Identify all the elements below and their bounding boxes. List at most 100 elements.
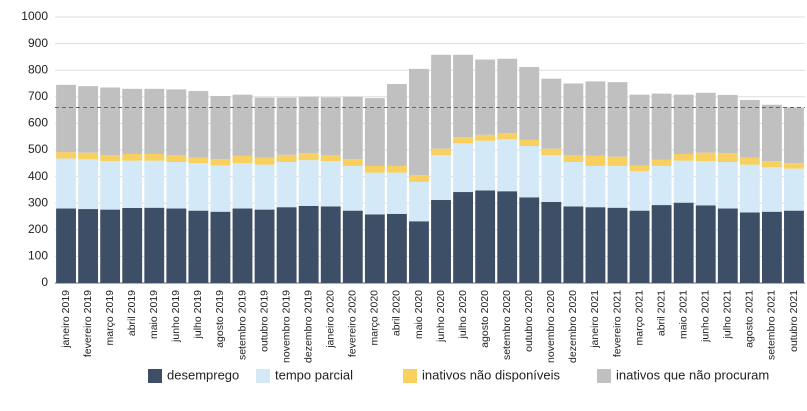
bar-segment: [453, 192, 474, 283]
x-tick-label: fevereiro 2019: [82, 290, 94, 357]
bar-segment: [56, 208, 76, 283]
bar-segment: [144, 153, 165, 161]
x-tick-label: dezembro 2020: [567, 290, 579, 363]
x-tick-label: fevereiro 2020: [347, 290, 359, 357]
bar-segment: [166, 208, 187, 283]
bar-segment: [78, 86, 99, 153]
x-tick-label: setembro 2021: [766, 290, 778, 360]
bar-segment: [497, 139, 518, 192]
bar-segment: [122, 88, 143, 154]
bar-segment: [144, 207, 165, 283]
bar-segment: [739, 99, 760, 158]
y-tick-label: 0: [41, 275, 48, 289]
bar-segment: [717, 161, 738, 209]
bar-segment: [651, 165, 672, 206]
bar-segment: [453, 54, 474, 138]
bar-segment: [651, 159, 672, 166]
bar-segment: [519, 67, 540, 140]
bar-segment: [100, 87, 121, 156]
x-tick-label: agosto 2021: [744, 290, 756, 348]
x-tick-label: janeiro 2020: [325, 290, 337, 349]
bar-segment: [607, 207, 628, 283]
bar-segment: [364, 98, 385, 166]
legend-swatch: [256, 369, 270, 383]
x-tick-label: fevereiro 2021: [611, 290, 623, 357]
bar-segment: [342, 159, 363, 166]
bar-segment: [585, 165, 606, 208]
bar-segment: [276, 161, 297, 208]
bar-segment: [585, 155, 606, 166]
bar-segment: [320, 155, 341, 162]
legend-swatch: [148, 369, 162, 383]
bar-segment: [519, 197, 540, 283]
bar-segment: [276, 207, 297, 283]
bar-segment: [739, 157, 760, 165]
y-tick-label: 100: [28, 249, 48, 263]
bar-segment: [563, 161, 584, 207]
bar-segment: [276, 154, 297, 162]
legend-label: inativos que não procuram: [616, 367, 769, 382]
bar-segment: [386, 213, 407, 283]
bar-segment: [409, 175, 429, 182]
bar-segment: [298, 153, 319, 161]
bar-segment: [453, 143, 474, 193]
x-tick-label: junho 2020: [435, 290, 447, 343]
y-tick-label: 200: [28, 222, 48, 236]
bar-segment: [629, 210, 650, 283]
bar-segment: [342, 96, 363, 160]
bar-segment: [431, 148, 451, 156]
y-tick-label: 900: [28, 36, 48, 50]
bar-segment: [254, 209, 275, 283]
bar-segment: [629, 165, 650, 172]
bar-segment: [409, 221, 429, 283]
bar-segment: [386, 165, 407, 173]
bar-segment: [784, 210, 804, 283]
bar-segment: [78, 152, 99, 160]
bar-segment: [695, 205, 716, 283]
y-tick-label: 600: [28, 116, 48, 130]
bar-segment: [541, 155, 562, 202]
legend-swatch: [403, 369, 417, 383]
y-tick-label: 300: [28, 195, 48, 209]
legend-label: inativos não disponíveis: [422, 367, 561, 382]
bar-segment: [607, 156, 628, 166]
bar-segment: [232, 155, 253, 164]
bar-segment: [298, 205, 319, 283]
x-tick-label: outubro 2020: [523, 290, 535, 352]
bar-segment: [651, 93, 672, 160]
x-tick-label: setembro 2019: [236, 290, 248, 360]
bar-segment: [784, 163, 804, 169]
legend-label: desemprego: [167, 367, 239, 382]
bar-segment: [673, 202, 694, 283]
x-tick-label: dezembro 2019: [302, 290, 314, 363]
bar-segment: [475, 140, 496, 191]
bar-segment: [695, 92, 716, 153]
bar-segment: [254, 97, 275, 158]
x-tick-label: julho 2020: [457, 290, 469, 340]
bar-segment: [386, 84, 407, 166]
bar-segment: [276, 97, 297, 155]
bar-segment: [320, 97, 341, 156]
bar-segment: [541, 148, 562, 156]
x-tick-label: julho 2021: [722, 290, 734, 340]
bar-segment: [342, 165, 363, 211]
x-tick-label: agosto 2020: [479, 290, 491, 348]
bar-segment: [519, 146, 540, 198]
bar-segment: [673, 160, 694, 203]
x-tick-label: setembro 2020: [501, 290, 513, 360]
bar-segment: [695, 161, 716, 206]
bar-segment: [122, 160, 143, 208]
bar-segment: [166, 161, 187, 209]
bar-segment: [475, 59, 496, 135]
bar-segment: [56, 84, 76, 153]
bar-segment: [100, 161, 121, 210]
bar-segment: [717, 94, 738, 154]
x-tick-label: outubro 2021: [788, 290, 800, 352]
x-tick-label: abril 2021: [655, 290, 667, 336]
y-tick-label: 400: [28, 169, 48, 183]
legend-swatch: [597, 369, 611, 383]
bar-segment: [100, 155, 121, 162]
bar-segment: [56, 152, 76, 159]
x-tick-label: agosto 2019: [214, 290, 226, 348]
bar-segment: [166, 155, 187, 162]
